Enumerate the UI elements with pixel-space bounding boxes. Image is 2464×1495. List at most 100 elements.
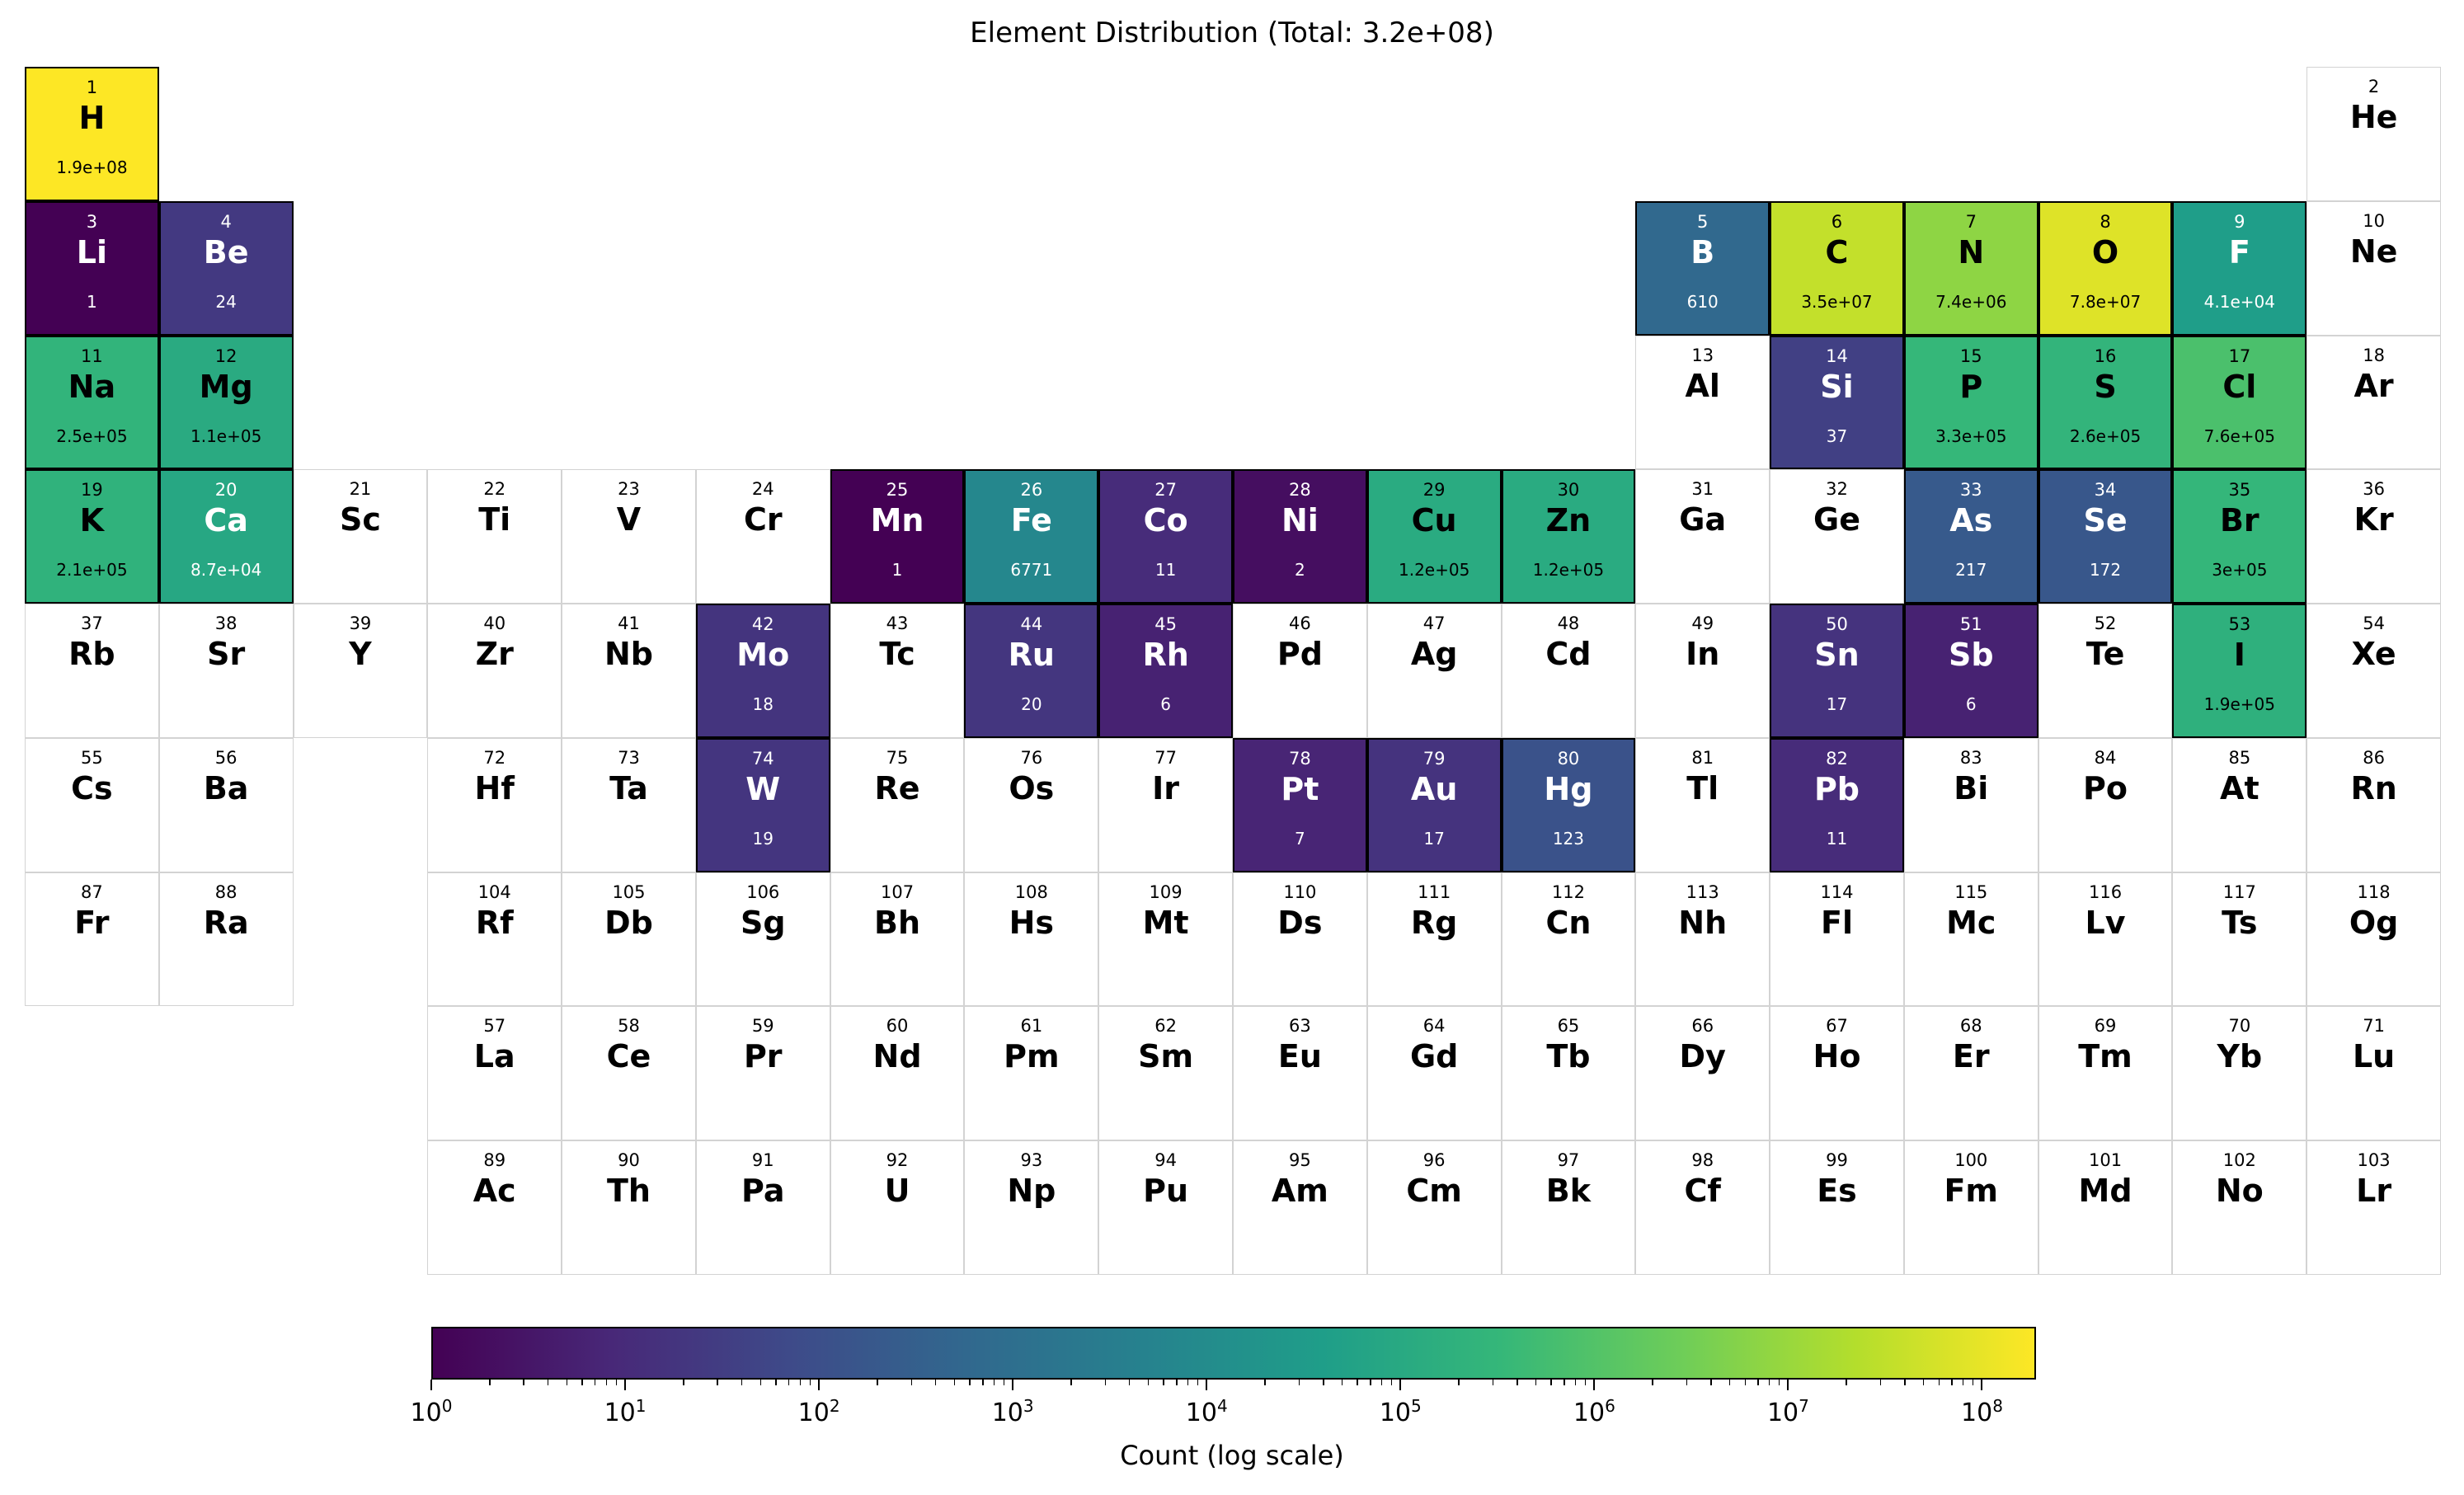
colorbar-minor-tick — [523, 1380, 524, 1385]
atomic-number: 39 — [349, 614, 372, 634]
element-cell-li: 3 Li 1 — [25, 200, 159, 336]
element-count: 2.1e+05 — [56, 560, 128, 581]
element-symbol: Kr — [2353, 501, 2394, 538]
colorbar-minor-tick — [581, 1380, 583, 1385]
colorbar-minor-tick — [1197, 1380, 1199, 1385]
element-count: 3.3e+05 — [1935, 425, 2007, 446]
element-cell-mt: 109 Mt — [1098, 872, 1233, 1007]
element-cell-nh: 113 Nh — [1635, 872, 1770, 1007]
element-cell-ca: 20 Ca 8.7e+04 — [158, 469, 294, 604]
atomic-number: 44 — [1020, 614, 1043, 635]
element-symbol: Tl — [1686, 769, 1719, 806]
colorbar-minor-tick — [910, 1380, 913, 1385]
atomic-number: 48 — [1557, 614, 1580, 634]
colorbar-minor-tick — [1652, 1380, 1653, 1385]
element-symbol: Hf — [474, 769, 515, 806]
element-count: 6771 — [1010, 560, 1053, 581]
element-count: 7 — [1295, 828, 1305, 849]
element-symbol: U — [884, 1173, 910, 1210]
element-symbol: Th — [607, 1173, 651, 1210]
atomic-number: 104 — [477, 881, 511, 902]
colorbar-minor-tick — [982, 1380, 984, 1385]
element-cell-nb: 41 Nb — [562, 604, 696, 738]
element-symbol: Zr — [475, 636, 514, 673]
element-cell-bk: 97 Bk — [1501, 1140, 1636, 1275]
element-cell-hs: 108 Hs — [964, 872, 1099, 1007]
element-cell-n: 7 N 7.4e+06 — [1903, 200, 2038, 336]
element-symbol: Fl — [1821, 904, 1853, 941]
colorbar-minor-tick — [1686, 1380, 1688, 1385]
element-symbol: P — [1959, 368, 1983, 405]
element-cell-cn: 112 Cn — [1501, 872, 1636, 1007]
element-symbol: Tb — [1546, 1038, 1591, 1075]
element-count: 3.5e+07 — [1801, 291, 1873, 312]
colorbar-minor-tick — [1879, 1380, 1882, 1385]
element-cell-ga: 31 Ga — [1635, 469, 1770, 604]
atomic-number: 22 — [483, 479, 506, 500]
colorbar-minor-tick — [547, 1380, 549, 1385]
element-symbol: Er — [1952, 1038, 1990, 1075]
periodic-table-heatmap: 1 H 1.9e+08 2 He 3 Li 1 4 Be 24 5 B 610 6 C 3.5e+07 7 N 7.4… — [25, 67, 2441, 1275]
element-count: 6 — [1160, 694, 1171, 715]
element-cell-ta: 73 Ta — [562, 737, 696, 872]
element-cell-lr: 103 Lr — [2306, 1140, 2441, 1275]
element-cell-gd: 64 Gd — [1366, 1006, 1502, 1141]
colorbar-minor-tick — [594, 1380, 596, 1385]
element-cell-ru: 44 Ru 20 — [964, 604, 1099, 738]
element-symbol: Sr — [207, 636, 246, 673]
atomic-number: 84 — [2094, 747, 2117, 768]
element-symbol: F — [2228, 233, 2250, 270]
colorbar-tick-label: 107 — [1766, 1396, 1809, 1427]
element-cell-ar: 18 Ar — [2306, 335, 2441, 470]
colorbar-tick-label: 105 — [1379, 1396, 1422, 1427]
element-symbol: Po — [2083, 769, 2128, 806]
atomic-number: 28 — [1289, 480, 1311, 501]
element-cell-dy: 66 Dy — [1635, 1006, 1770, 1141]
element-symbol: Pt — [1281, 770, 1319, 807]
colorbar-minor-tick — [1768, 1380, 1770, 1385]
atomic-number: 110 — [1283, 881, 1317, 902]
element-symbol: Rn — [2350, 769, 2397, 806]
element-symbol: Ti — [478, 501, 511, 538]
element-cell-rg: 111 Rg — [1366, 872, 1502, 1007]
atomic-number: 102 — [2222, 1150, 2256, 1171]
atomic-number: 109 — [1149, 881, 1183, 902]
atomic-number: 49 — [1691, 614, 1714, 634]
atomic-number: 88 — [214, 881, 237, 902]
atomic-number: 71 — [2363, 1016, 2385, 1037]
element-cell-at: 85 At — [2172, 737, 2307, 872]
atomic-number: 67 — [1826, 1016, 1848, 1037]
colorbar-minor-tick — [1584, 1380, 1587, 1385]
colorbar-minor-tick — [1458, 1380, 1460, 1385]
element-symbol: N — [1958, 233, 1985, 270]
atomic-number: 60 — [886, 1016, 909, 1037]
element-symbol: Se — [2083, 502, 2128, 539]
element-symbol: Cn — [1545, 904, 1592, 941]
element-symbol: Mg — [199, 368, 253, 405]
element-cell-mo: 42 Mo 18 — [695, 604, 830, 738]
element-cell-cu: 29 Cu 1.2e+05 — [1366, 469, 1502, 604]
element-symbol: Md — [2078, 1173, 2132, 1210]
element-count: 8.7e+04 — [190, 560, 262, 581]
element-symbol: Na — [68, 368, 116, 405]
element-symbol: Pa — [741, 1173, 785, 1210]
colorbar-major-tick — [1593, 1380, 1596, 1390]
element-cell-p: 15 P 3.3e+05 — [1903, 335, 2038, 470]
element-symbol: Tm — [2078, 1038, 2132, 1075]
atomic-number: 116 — [2088, 881, 2123, 902]
atomic-number: 51 — [1959, 614, 1982, 635]
element-symbol: Li — [76, 233, 107, 270]
element-symbol: Cd — [1545, 636, 1592, 673]
atomic-number: 16 — [2094, 346, 2117, 366]
atomic-number: 99 — [1826, 1150, 1848, 1171]
element-count: 1.9e+05 — [2203, 694, 2275, 715]
element-count: 1.2e+05 — [1398, 560, 1470, 581]
atomic-number: 97 — [1557, 1150, 1580, 1171]
atomic-number: 15 — [1959, 346, 1982, 366]
colorbar-minor-tick — [1516, 1380, 1518, 1385]
atomic-number: 107 — [880, 881, 915, 902]
element-cell-og: 118 Og — [2306, 872, 2441, 1007]
atomic-number: 6 — [1831, 211, 1843, 232]
colorbar-minor-tick — [1962, 1380, 1964, 1385]
element-cell-k: 19 K 2.1e+05 — [25, 469, 159, 604]
